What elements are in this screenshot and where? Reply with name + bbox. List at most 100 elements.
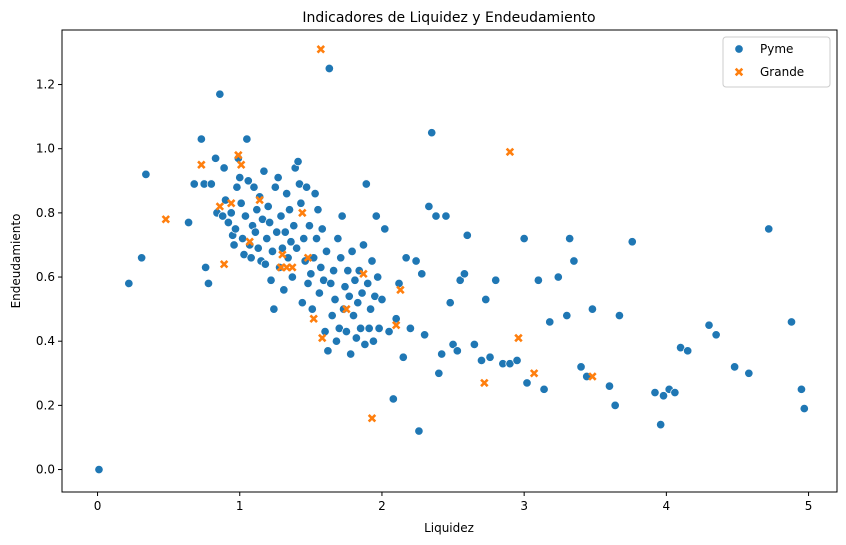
data-point: [297, 298, 307, 308]
data-point: [311, 233, 322, 244]
data-point: [331, 336, 341, 346]
data-point: [704, 320, 714, 330]
data-point: [246, 253, 256, 263]
data-point: [437, 349, 447, 359]
data-point: [367, 256, 377, 266]
data-point: [299, 233, 309, 244]
data-point: [333, 233, 343, 244]
data-point: [329, 266, 339, 276]
data-point: [539, 384, 549, 394]
data-point: [240, 211, 250, 221]
data-point: [427, 128, 437, 138]
data-point: [363, 278, 373, 289]
data-point: [730, 362, 740, 372]
data-point: [255, 195, 264, 205]
data-point: [764, 224, 774, 234]
data-point: [371, 211, 381, 221]
series-pyme: [94, 63, 809, 475]
data-point: [277, 243, 287, 253]
data-point: [384, 327, 394, 337]
data-point: [351, 333, 361, 343]
x-tick-label: 3: [520, 499, 528, 513]
data-point: [445, 298, 455, 308]
data-point: [203, 278, 214, 289]
data-point: [265, 217, 275, 228]
y-axis-label: Endeudamiento: [9, 214, 23, 309]
data-point: [462, 230, 472, 240]
y-tick-label: 0.8: [36, 206, 55, 220]
data-point: [161, 215, 171, 224]
data-points: [94, 45, 809, 475]
data-point: [284, 205, 295, 215]
data-point: [796, 384, 806, 394]
data-point: [327, 310, 337, 321]
data-point: [302, 182, 312, 192]
data-point: [252, 205, 262, 215]
data-point: [350, 275, 360, 285]
data-point: [316, 45, 326, 54]
data-point: [137, 253, 147, 263]
data-point: [401, 253, 411, 263]
data-point: [232, 182, 242, 192]
data-point: [196, 134, 206, 144]
data-point: [341, 327, 351, 337]
y-tick-label: 0.4: [36, 334, 55, 348]
data-point: [316, 262, 326, 272]
data-point: [298, 208, 307, 218]
data-point: [263, 201, 273, 212]
data-point: [476, 355, 487, 366]
series-grande: [161, 45, 597, 423]
data-point: [184, 217, 194, 228]
data-point: [373, 272, 383, 282]
data-point: [342, 304, 351, 314]
data-point: [420, 330, 430, 340]
data-point: [215, 89, 225, 99]
legend-label-pyme: Pyme: [760, 42, 793, 56]
data-point: [441, 211, 451, 221]
data-point: [368, 336, 378, 346]
data-point: [512, 355, 522, 366]
legend-marker-grande: [734, 67, 744, 77]
data-point: [230, 224, 241, 234]
data-point: [280, 227, 290, 237]
data-point: [374, 323, 384, 333]
data-point: [234, 150, 243, 160]
data-point: [219, 259, 229, 269]
data-point: [310, 189, 320, 199]
data-point: [304, 221, 314, 231]
data-point: [314, 288, 324, 298]
data-point: [141, 169, 151, 179]
data-point: [309, 314, 318, 323]
data-point: [744, 368, 754, 378]
data-point: [553, 272, 563, 282]
data-point: [282, 189, 292, 199]
data-point: [211, 153, 221, 163]
data-point: [286, 237, 296, 247]
data-point: [388, 394, 398, 404]
data-point: [411, 256, 421, 266]
data-point: [266, 275, 276, 285]
data-point: [272, 227, 282, 237]
data-point: [269, 304, 279, 314]
data-point: [206, 179, 216, 189]
data-point: [610, 400, 620, 410]
data-point: [321, 246, 332, 256]
data-point: [480, 378, 489, 388]
data-point: [469, 339, 479, 349]
data-point: [293, 156, 303, 167]
data-point: [587, 304, 597, 314]
data-point: [279, 285, 289, 295]
data-point: [786, 317, 797, 327]
data-point: [391, 314, 401, 324]
data-point: [505, 147, 515, 157]
data-point: [452, 346, 462, 356]
data-point: [242, 134, 252, 144]
data-point: [545, 317, 555, 327]
data-point: [337, 211, 347, 221]
data-point: [377, 294, 387, 305]
data-point: [124, 278, 134, 289]
data-point: [288, 263, 297, 272]
data-point: [318, 333, 327, 343]
data-point: [711, 330, 721, 340]
